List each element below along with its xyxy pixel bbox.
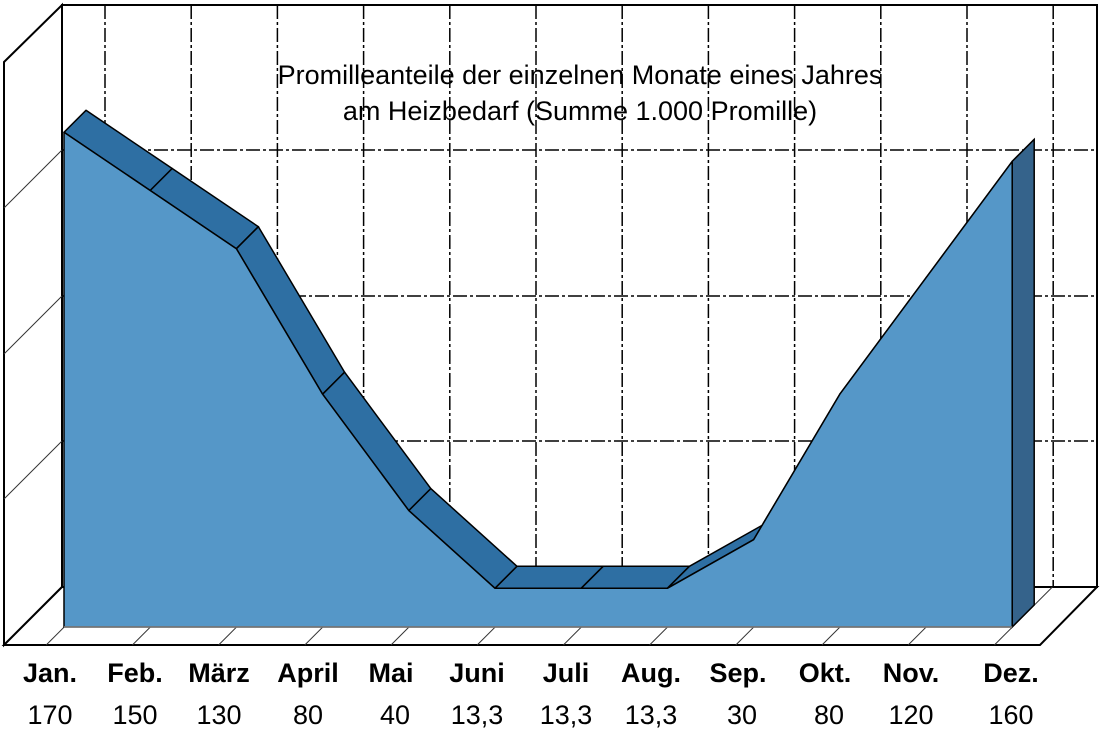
x-axis-value-label: 13,3 — [539, 700, 593, 730]
chart-title: Promilleanteile der einzelnen Monate ein… — [160, 57, 1000, 129]
x-axis-month-label: Mai — [368, 658, 414, 688]
x-axis-month-label: Okt. — [798, 658, 852, 688]
x-axis-value-label: 150 — [112, 700, 158, 730]
chart-title-line-2: am Heizbedarf (Summe 1.000 Promille) — [342, 96, 818, 126]
x-axis-month-label: Sep. — [709, 658, 767, 688]
x-axis-month-label: Dez. — [983, 658, 1039, 688]
x-axis-value-label: 130 — [196, 700, 242, 730]
x-axis-value-label: 40 — [379, 700, 411, 730]
x-axis-labels: Jan. 170 Feb. 150 März 130 April 80 Mai 40 Juni 13,… — [0, 656, 1101, 736]
x-axis-value-label: 160 — [988, 700, 1034, 730]
x-axis-month-label: Juli — [542, 658, 590, 688]
x-axis-value-label: 170 — [27, 700, 73, 730]
x-axis-month-label: Aug. — [621, 658, 681, 688]
x-axis-value-label: 30 — [726, 700, 758, 730]
x-axis-month-label: Nov. — [882, 658, 940, 688]
x-axis-value-label: 80 — [292, 700, 324, 730]
x-axis-month-label: Feb. — [107, 658, 163, 688]
x-axis-month-label: März — [188, 658, 250, 688]
chart-title-line-1: Promilleanteile der einzelnen Monate ein… — [277, 60, 883, 90]
x-axis-value-label: 13,3 — [624, 700, 678, 730]
x-axis-month-label: Jan. — [22, 658, 78, 688]
x-axis-value-label: 80 — [813, 700, 845, 730]
x-axis-value-label: 120 — [888, 700, 934, 730]
area-chart-3d — [1, 2, 1100, 648]
data-series — [63, 109, 1035, 629]
x-axis-month-label: Juni — [449, 658, 505, 688]
x-axis-value-label: 13,3 — [450, 700, 504, 730]
x-axis-month-label: April — [277, 658, 339, 688]
